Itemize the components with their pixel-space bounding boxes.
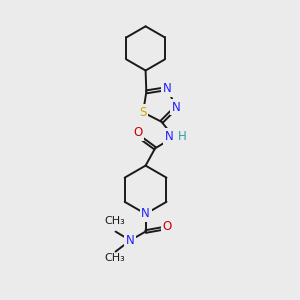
- Text: CH₃: CH₃: [104, 216, 125, 226]
- Text: N: N: [172, 100, 181, 114]
- Text: N: N: [126, 234, 135, 247]
- Text: N: N: [163, 82, 171, 95]
- Text: O: O: [134, 126, 143, 139]
- Text: H: H: [178, 130, 187, 143]
- Text: N: N: [165, 130, 173, 143]
- Text: O: O: [163, 220, 172, 233]
- Text: N: N: [141, 207, 150, 220]
- Text: S: S: [140, 106, 147, 119]
- Text: CH₃: CH₃: [104, 253, 125, 263]
